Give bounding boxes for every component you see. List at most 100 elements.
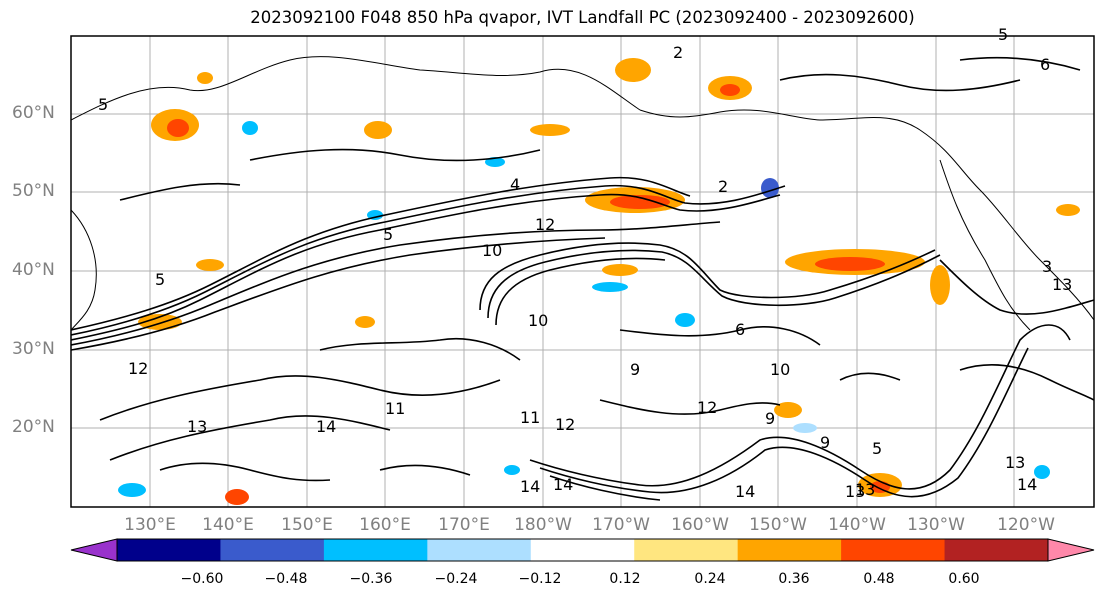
contour-label: 13 xyxy=(1005,453,1025,472)
colorbar-segment xyxy=(117,539,221,561)
contour-label: 11 xyxy=(385,399,405,418)
colorbar-segment xyxy=(427,539,532,561)
contour-label: 13 xyxy=(1052,275,1072,294)
contour-label: 9 xyxy=(820,433,830,452)
colorbar-tick-label: −0.24 xyxy=(434,571,478,587)
colorbar-segment xyxy=(737,539,842,561)
ivt-contours xyxy=(71,56,1094,501)
colorbar xyxy=(117,539,1049,561)
contour-label: 14 xyxy=(1017,475,1037,494)
contour-label: 10 xyxy=(770,360,790,379)
negative-anomaly xyxy=(1034,465,1050,479)
map-title: 2023092100 F048 850 hPa qvapor, IVT Land… xyxy=(250,8,915,27)
colorbar-segment xyxy=(634,539,739,561)
lat-label-40n: 40°N xyxy=(12,260,55,280)
colorbar-tick-label: 0.36 xyxy=(778,571,810,587)
negative-anomaly xyxy=(242,121,258,135)
map-frame xyxy=(70,35,1095,508)
colorbar-right-extension xyxy=(1047,538,1095,562)
positive-anomaly xyxy=(225,489,249,505)
negative-anomaly xyxy=(592,282,628,292)
contour-label: 13 xyxy=(855,480,875,499)
contour-label: 6 xyxy=(735,320,745,339)
positive-anomaly xyxy=(615,58,651,82)
colorbar-tick-label: 0.48 xyxy=(863,571,895,587)
positive-anomaly xyxy=(602,264,638,276)
contour-label: 13 xyxy=(845,482,865,501)
contour-label: 9 xyxy=(765,409,775,428)
lon-label-150w: 150°W xyxy=(749,515,807,535)
contour-labels: 5 2 6 5 4 2 5 3 12 5 10 11 13 14 10 9 6 12 11 12 9 14 14 13 5 9 13… xyxy=(98,25,1072,501)
colorbar-left-extension xyxy=(70,538,118,562)
contour-label: 14 xyxy=(316,417,336,436)
contour-label: 14 xyxy=(520,477,540,496)
contour-label: 14 xyxy=(553,475,573,494)
colorbar-segment xyxy=(841,539,946,561)
lon-label-170w: 170°W xyxy=(592,515,650,535)
lon-label-160w: 160°W xyxy=(671,515,729,535)
positive-anomaly xyxy=(930,265,950,305)
positive-anomaly xyxy=(774,402,802,418)
contour-label: 5 xyxy=(872,439,882,458)
contour-label: 2 xyxy=(673,43,683,62)
lon-label-130w: 130°W xyxy=(907,515,965,535)
colorbar-tick-label: −0.60 xyxy=(180,571,224,587)
contour-label: 3 xyxy=(1042,257,1052,276)
negative-anomaly xyxy=(118,483,146,497)
colorbar-tick-label: −0.12 xyxy=(518,571,562,587)
qvapor-anomaly-fill xyxy=(118,58,1080,505)
contour-label: 2 xyxy=(718,177,728,196)
positive-anomaly xyxy=(815,257,885,271)
positive-anomaly xyxy=(530,124,570,136)
colorbar-segment xyxy=(220,539,325,561)
colorbar-tick-label: 0.12 xyxy=(609,571,641,587)
contour-label: 4 xyxy=(510,175,520,194)
colorbar-tick-label: 0.60 xyxy=(948,571,980,587)
colorbar-segment xyxy=(530,539,635,561)
negative-anomaly xyxy=(675,313,695,327)
contour-label: 14 xyxy=(735,482,755,501)
positive-anomaly xyxy=(197,72,213,84)
lat-label-50n: 50°N xyxy=(12,181,55,201)
positive-anomaly xyxy=(610,195,670,209)
colorbar-tick-label: −0.36 xyxy=(349,571,393,587)
lon-label-170e: 170°E xyxy=(438,515,490,535)
positive-anomaly xyxy=(1056,204,1080,216)
contour-label: 5 xyxy=(383,225,393,244)
lat-label-30n: 30°N xyxy=(12,339,55,359)
contour-label: 13 xyxy=(187,417,207,436)
negative-anomaly xyxy=(504,465,520,475)
colorbar-segment xyxy=(323,539,428,561)
contour-label: 11 xyxy=(520,408,540,427)
gridlines xyxy=(71,36,1094,507)
colorbar-tick-label: 0.24 xyxy=(694,571,726,587)
lon-label-130e: 130°E xyxy=(124,515,176,535)
colorbar-segment xyxy=(944,539,1049,561)
positive-anomaly xyxy=(355,316,375,328)
contour-label: 12 xyxy=(128,359,148,378)
lat-label-60n: 60°N xyxy=(12,103,55,123)
contour-label: 12 xyxy=(535,215,555,234)
lon-label-180w: 180°W xyxy=(514,515,572,535)
lat-label-20n: 20°N xyxy=(12,417,55,437)
contour-label: 12 xyxy=(697,398,717,417)
colorbar-frame xyxy=(116,538,1049,562)
positive-anomaly xyxy=(167,119,189,137)
coastlines xyxy=(71,56,1094,331)
contour-label: 5 xyxy=(155,270,165,289)
contour-label: 9 xyxy=(630,360,640,379)
positive-anomaly xyxy=(364,121,392,139)
positive-anomaly xyxy=(720,84,740,96)
lon-label-140e: 140°E xyxy=(202,515,254,535)
lon-label-160e: 160°E xyxy=(359,515,411,535)
contour-label: 5 xyxy=(998,25,1008,44)
contour-label: 6 xyxy=(1040,55,1050,74)
lon-label-150e: 150°E xyxy=(281,515,333,535)
positive-anomaly xyxy=(196,259,224,271)
contour-label: 5 xyxy=(98,95,108,114)
contour-label: 12 xyxy=(555,415,575,434)
colorbar-tick-label: −0.48 xyxy=(264,571,308,587)
lon-label-140w: 140°W xyxy=(828,515,886,535)
contour-label: 10 xyxy=(528,311,548,330)
